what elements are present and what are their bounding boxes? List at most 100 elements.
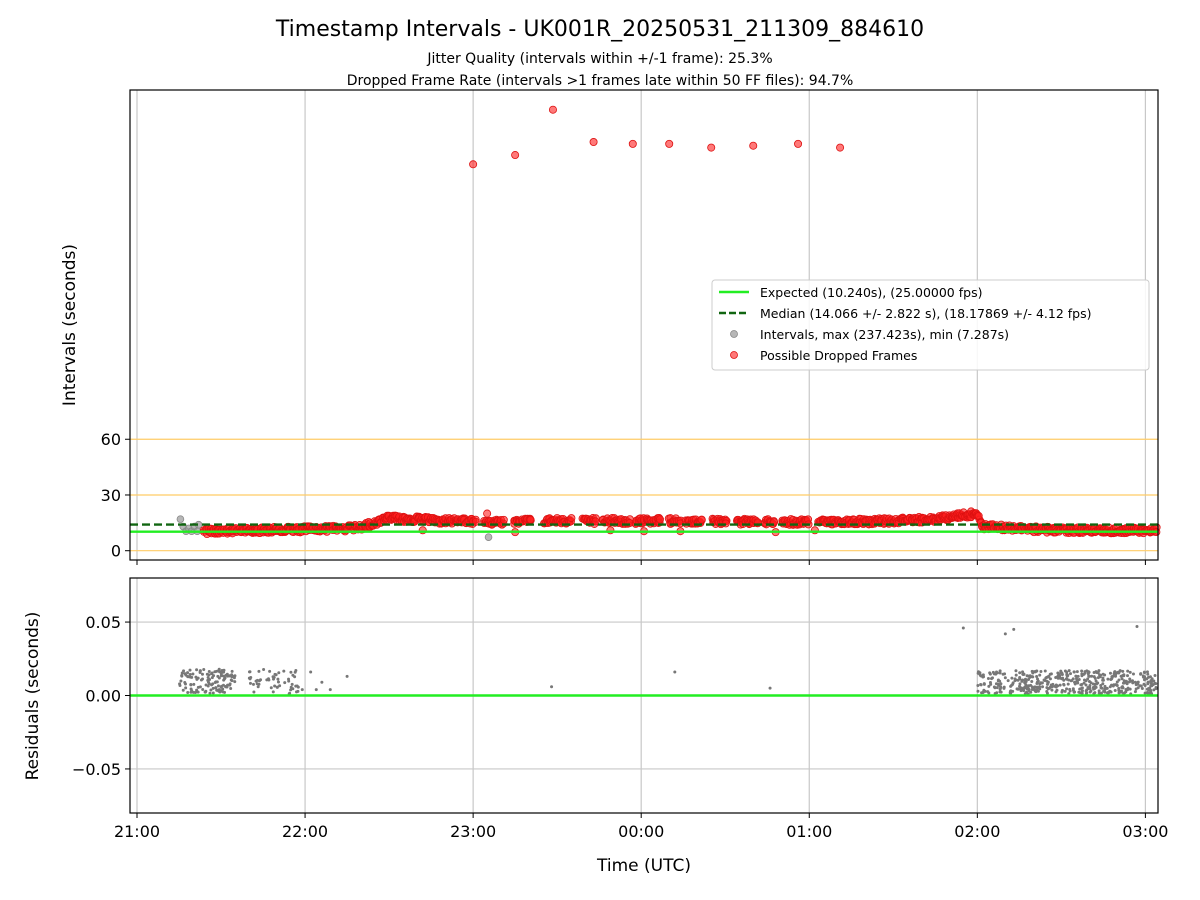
residual-point	[1147, 691, 1151, 695]
residual-point	[211, 691, 215, 695]
x-tick-label: 03:00	[1122, 822, 1168, 841]
residual-point	[186, 674, 190, 678]
residual-point	[1058, 683, 1062, 687]
residual-point	[1088, 684, 1092, 688]
residual-point	[1121, 681, 1125, 685]
residual-point	[230, 679, 234, 683]
residual-point	[1142, 670, 1146, 674]
residual-point	[1097, 689, 1101, 693]
figure-subtitle-jitter: Jitter Quality (intervals within +/-1 fr…	[426, 51, 772, 67]
residual-point	[987, 684, 991, 688]
dropped-frame-outlier	[749, 141, 758, 150]
dropped-frame-point	[567, 514, 576, 523]
residual-point	[1136, 680, 1140, 684]
residual-point	[1143, 675, 1147, 679]
residual-point	[202, 667, 206, 671]
residual-point	[988, 680, 992, 684]
residual-point	[1153, 674, 1157, 678]
residual-point	[1097, 669, 1101, 673]
x-tick-label: 01:00	[786, 822, 832, 841]
residual-point	[1094, 679, 1098, 683]
residual-point	[1120, 685, 1124, 689]
residual-point	[269, 686, 273, 690]
residual-point	[1090, 674, 1094, 678]
residual-point	[294, 684, 298, 688]
residual-point	[206, 684, 210, 688]
residual-point	[289, 685, 293, 689]
residual-point	[1124, 679, 1128, 683]
residual-point	[1089, 689, 1093, 693]
residual-point	[1117, 686, 1121, 690]
residual-point	[1146, 672, 1150, 676]
residual-point	[190, 675, 194, 679]
residual-point	[196, 676, 200, 680]
residual-point	[982, 682, 986, 686]
intervals-panel: 0 30 60 Intervals (seconds) Expected (10.2…	[60, 89, 1161, 565]
residual-point	[1022, 689, 1026, 693]
residual-point	[1002, 685, 1006, 689]
intervals-y-tick-label: 30	[101, 486, 121, 505]
dropped-frame-outlier	[469, 160, 478, 169]
residual-point	[248, 681, 252, 685]
residual-point	[1087, 680, 1091, 684]
residual-point	[210, 671, 214, 675]
residual-point	[1091, 682, 1095, 686]
residual-point	[183, 672, 187, 676]
residual-point	[1072, 690, 1076, 694]
legend-expected-label: Expected (10.240s), (25.00000 fps)	[760, 285, 982, 300]
residual-point	[1114, 683, 1118, 687]
dropped-frame-outlier	[511, 151, 520, 160]
dropped-frame-point	[483, 509, 492, 518]
residual-point	[1018, 675, 1022, 679]
residual-point	[1133, 690, 1137, 694]
residual-point	[1048, 677, 1052, 681]
residual-point	[1106, 677, 1110, 681]
residual-point	[1013, 677, 1017, 681]
residual-point	[288, 691, 292, 695]
residual-point	[271, 690, 275, 694]
residual-point	[216, 674, 220, 678]
residual-point	[1101, 676, 1105, 680]
residual-point	[979, 683, 983, 687]
residuals-y-tick-label: 0.05	[85, 613, 121, 632]
intervals-legend: Expected (10.240s), (25.00000 fps) Media…	[711, 279, 1150, 371]
residual-point	[211, 682, 215, 686]
residual-point	[230, 669, 234, 673]
residual-point	[200, 677, 204, 681]
residual-point	[251, 682, 255, 686]
residual-point	[1110, 677, 1114, 681]
residual-point	[215, 688, 219, 692]
residual-point	[1039, 669, 1043, 673]
residual-point	[1018, 671, 1022, 675]
residual-point	[1015, 687, 1019, 691]
residual-point	[287, 679, 291, 683]
residual-point	[1069, 672, 1073, 676]
residual-point	[1121, 669, 1125, 673]
residual-point	[1099, 686, 1103, 690]
residual-point	[1131, 672, 1135, 676]
residual-point	[1080, 682, 1084, 686]
residual-point	[213, 680, 217, 684]
residual-point	[222, 674, 226, 678]
residual-point	[1125, 682, 1129, 686]
residual-point	[1154, 687, 1158, 691]
residual-point	[1102, 689, 1106, 693]
residuals-panel: 21:00 22:00 23:00 00:00 01:00 02:00 03:00 0.05…	[23, 577, 1168, 876]
residual-point	[1117, 678, 1121, 682]
residual-point	[1092, 670, 1096, 674]
residual-point	[1049, 683, 1053, 687]
residual-point	[1021, 670, 1025, 674]
residual-point	[1014, 673, 1018, 677]
dropped-frame-point	[499, 515, 508, 524]
residual-point	[1038, 687, 1042, 691]
x-tick-label: 02:00	[954, 822, 1000, 841]
residual-point	[1073, 682, 1077, 686]
residual-point	[1026, 685, 1030, 689]
residual-point	[182, 669, 186, 673]
residual-point	[273, 672, 277, 676]
residual-point	[203, 690, 207, 694]
residual-point	[1021, 678, 1025, 682]
residual-point	[205, 672, 209, 676]
residual-point	[1047, 686, 1051, 690]
residual-point	[229, 686, 233, 690]
